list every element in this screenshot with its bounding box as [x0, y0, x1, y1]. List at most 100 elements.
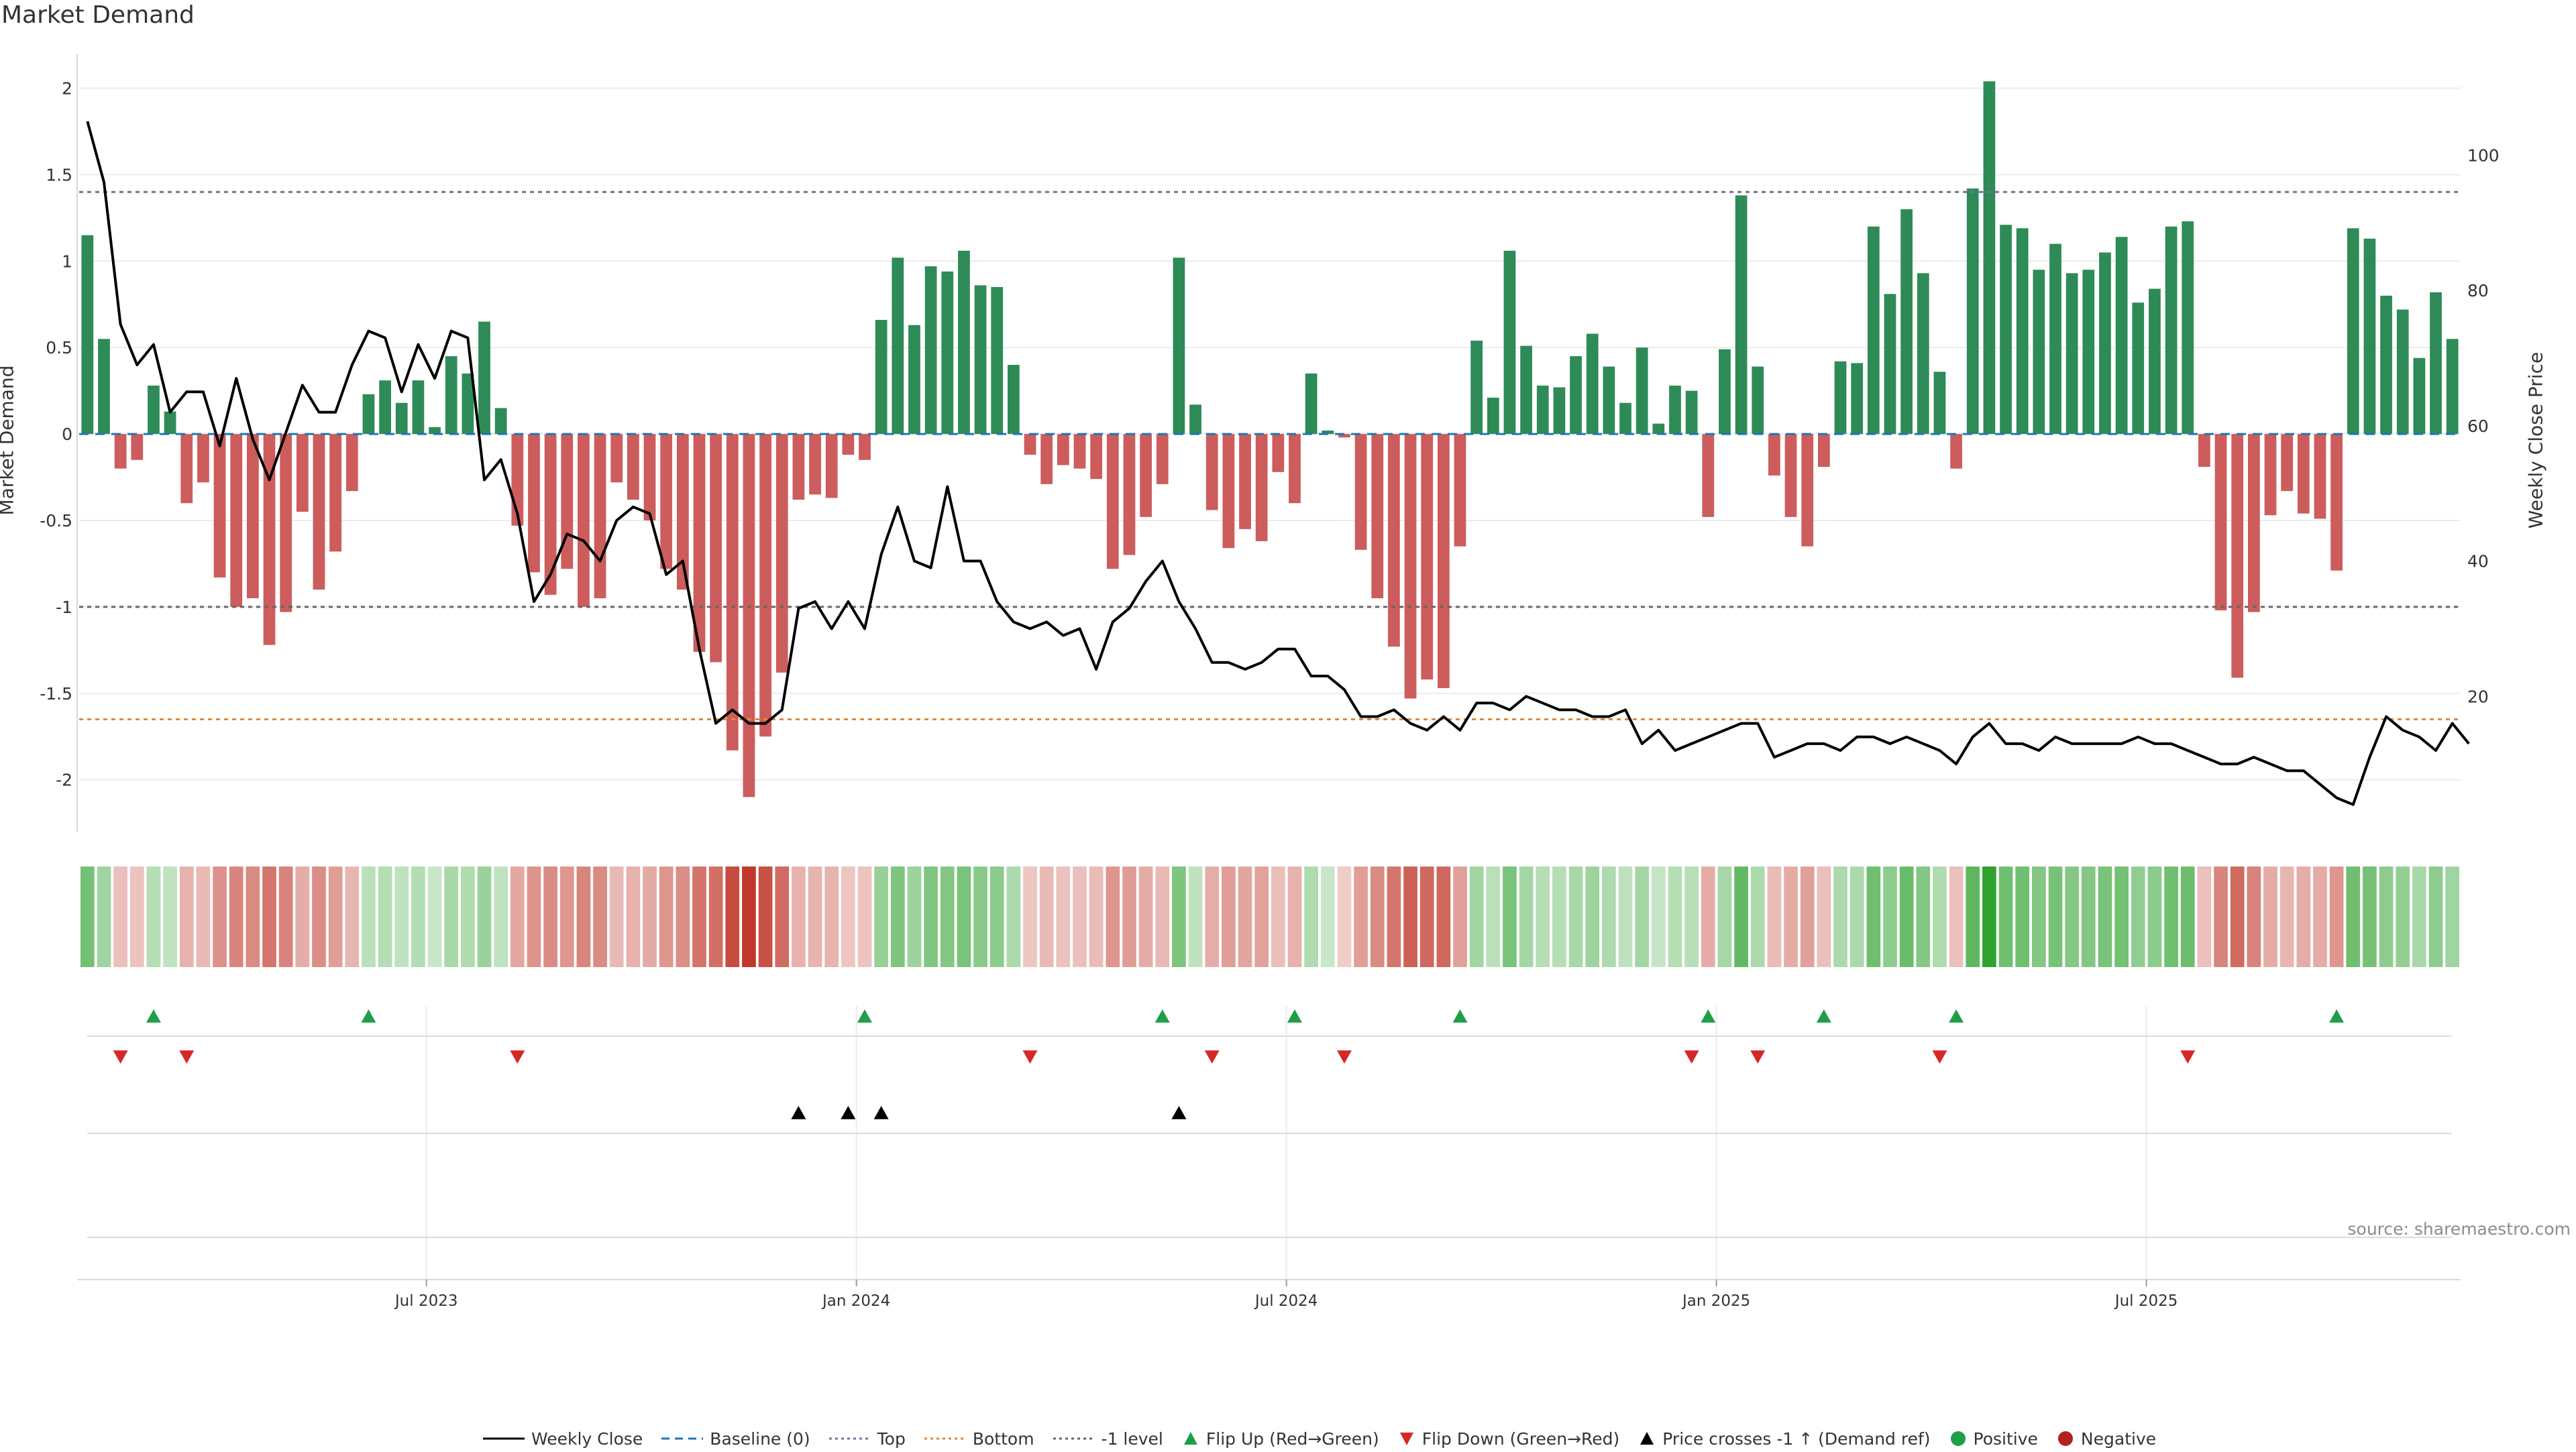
- legend-label: Top: [877, 1429, 906, 1449]
- demand-strip-cell: [2263, 867, 2277, 967]
- y-tick-label: 2: [62, 79, 72, 99]
- demand-strip-cell: [1568, 867, 1583, 967]
- y-tick-label: -1: [56, 598, 72, 617]
- legend-swatch: [828, 1437, 871, 1440]
- demand-strip-cell: [808, 867, 822, 967]
- demand-strip-cell: [1138, 867, 1153, 967]
- demand-strip-cell: [1552, 867, 1566, 967]
- demand-bar: [197, 434, 209, 483]
- demand-strip-cell: [1205, 867, 1220, 967]
- flip-down-marker: [510, 1050, 525, 1064]
- demand-strip-cell: [394, 867, 409, 967]
- demand-bar: [594, 434, 606, 598]
- legend-label: Price crosses -1 ↑ (Demand ref): [1662, 1429, 1931, 1449]
- demand-bar: [1354, 434, 1367, 550]
- demand-strip-cell: [362, 867, 376, 967]
- demand-bar: [1784, 434, 1797, 517]
- demand-strip-cell: [1155, 867, 1170, 967]
- demand-strip-cell: [312, 867, 326, 967]
- demand-bar: [114, 434, 127, 469]
- demand-strip-cell: [213, 867, 227, 967]
- demand-bar: [280, 434, 292, 612]
- demand-strip-cell: [427, 867, 442, 967]
- flip-up-marker: [1701, 1009, 1716, 1023]
- flip-down-marker: [113, 1050, 128, 1064]
- demand-strip-cell: [1866, 867, 1881, 967]
- y2-tick-label: 80: [2467, 281, 2489, 300]
- legend-swatch: [1183, 1432, 1197, 1445]
- demand-bar: [1735, 195, 1748, 435]
- x-tick-label: Jul 2023: [394, 1292, 458, 1310]
- demand-bar: [1768, 434, 1780, 476]
- demand-strip-cell: [113, 867, 127, 967]
- flip-up-marker: [146, 1009, 161, 1023]
- demand-strip-cell: [940, 867, 955, 967]
- legend-item: Negative: [2057, 1429, 2156, 1449]
- demand-bar: [131, 434, 144, 460]
- legend-swatch: [1640, 1432, 1654, 1445]
- demand-bar: [2115, 237, 2128, 435]
- demand-bar: [726, 434, 739, 750]
- demand-bar: [329, 434, 341, 552]
- demand-strip-cell: [1222, 867, 1236, 967]
- flip-down-marker: [1336, 1050, 1352, 1064]
- demand-bar: [2380, 295, 2392, 435]
- demand-bar: [528, 434, 540, 573]
- y2-tick-label: 20: [2467, 687, 2489, 706]
- demand-strip-cell: [1899, 867, 1914, 967]
- demand-bar: [1851, 363, 1864, 435]
- y-tick-label: 0.5: [46, 338, 72, 357]
- demand-strip-cell: [1750, 867, 1765, 967]
- demand-bar: [1917, 273, 1929, 435]
- demand-strip-cell: [1949, 867, 1964, 967]
- demand-strip-cell: [1106, 867, 1120, 967]
- demand-strip-cell: [1486, 867, 1501, 967]
- demand-bar: [1867, 226, 1880, 435]
- demand-strip-cell: [792, 867, 806, 967]
- demand-strip-cell: [890, 867, 905, 967]
- demand-bar: [1123, 434, 1136, 555]
- demand-strip-cell: [1304, 867, 1318, 967]
- demand-strip-cell: [1271, 867, 1285, 967]
- demand-bar: [958, 250, 970, 435]
- demand-bar: [2446, 339, 2459, 435]
- demand-strip-cell: [1453, 867, 1467, 967]
- legend-label: Bottom: [972, 1429, 1034, 1449]
- chart-title: Market Demand: [1, 1, 195, 29]
- flip-up-marker: [1287, 1009, 1302, 1023]
- demand-bar: [2330, 434, 2343, 571]
- legend-item: Weekly Close: [483, 1429, 643, 1449]
- demand-strip-cell: [1883, 867, 1897, 967]
- demand-bar: [1503, 250, 1516, 435]
- demand-bar: [892, 258, 904, 435]
- y-tick-label: 0: [62, 425, 72, 444]
- x-tick-label: Jul 2025: [2114, 1292, 2178, 1310]
- legend-swatch: [924, 1437, 966, 1440]
- demand-strip-cell: [1354, 867, 1368, 967]
- demand-bar: [2182, 221, 2194, 435]
- demand-bar: [2099, 252, 2111, 435]
- demand-strip-cell: [2180, 867, 2195, 967]
- demand-strip-cell: [1320, 867, 1335, 967]
- demand-strip-cell: [1800, 867, 1815, 967]
- demand-bar: [1255, 434, 1268, 541]
- demand-bar: [1421, 434, 1434, 680]
- demand-strip-cell: [2065, 867, 2080, 967]
- demand-strip-cell: [2428, 867, 2443, 967]
- demand-bar: [1685, 390, 1698, 435]
- demand-bar: [445, 356, 458, 435]
- demand-strip-cell: [80, 867, 95, 967]
- legend-item: Price crosses -1 ↑ (Demand ref): [1638, 1429, 1931, 1449]
- demand-strip-cell: [1784, 867, 1798, 967]
- demand-bar: [2314, 434, 2326, 519]
- flip-down-marker: [1684, 1050, 1699, 1064]
- demand-strip-cell: [2214, 867, 2228, 967]
- flip-down-marker: [1022, 1050, 1038, 1064]
- price-cross-marker: [791, 1106, 806, 1119]
- demand-bar: [1140, 434, 1152, 517]
- demand-bar: [1536, 385, 1549, 435]
- legend-label: Positive: [1973, 1429, 2038, 1449]
- demand-strip-cell: [1767, 867, 1782, 967]
- demand-strip-cell: [1122, 867, 1136, 967]
